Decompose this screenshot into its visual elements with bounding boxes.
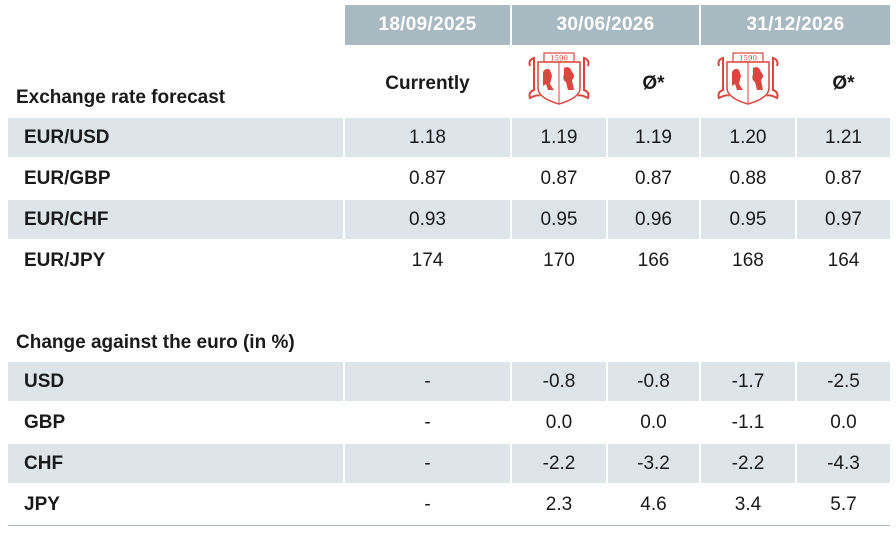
- change-row-value: -0.8: [608, 362, 699, 401]
- forecast-row-value: 0.87: [540, 167, 578, 189]
- forecast-row-value: 0.93: [345, 200, 510, 239]
- subheader-avg-end: Ø*: [832, 73, 855, 94]
- forecast-row-value: 0.97: [797, 200, 890, 239]
- header-date-mid: 30/06/2026: [512, 5, 699, 45]
- change-row-value: -1.1: [731, 411, 765, 433]
- subheader-currently: Currently: [385, 73, 470, 94]
- forecast-row-value: 174: [411, 249, 444, 271]
- change-row-value: -2.5: [797, 362, 890, 401]
- forecast-row-value: 0.87: [635, 167, 672, 189]
- change-row-value: 5.7: [830, 493, 857, 515]
- forecast-row-value: 1.19: [512, 118, 606, 157]
- logo-year: 1590: [550, 55, 568, 63]
- change-row-value: -2.2: [701, 444, 795, 483]
- change-row-value: -: [345, 362, 510, 401]
- forecast-row-value: 1.20: [701, 118, 795, 157]
- change-row-label: JPY: [24, 493, 60, 515]
- forecast-title: Exchange rate forecast: [16, 87, 226, 108]
- change-row-value: -2.2: [512, 444, 606, 483]
- table-bottom-rule: [8, 525, 890, 526]
- forecast-row-value: 1.18: [345, 118, 510, 157]
- change-row-value: 0.0: [830, 411, 857, 433]
- logo-year: 1590: [739, 55, 757, 63]
- change-row-value: -: [345, 444, 510, 483]
- forecast-row-label: EUR/CHF: [8, 200, 343, 239]
- change-row-value: -: [424, 411, 431, 433]
- change-row-label: CHF: [8, 444, 343, 483]
- forecast-row-value: 1.19: [608, 118, 699, 157]
- forecast-row-value: 0.87: [409, 167, 446, 189]
- forecast-row-value: 166: [637, 249, 670, 271]
- forecast-row-value: 0.95: [512, 200, 606, 239]
- change-title: Change against the euro (in %): [16, 332, 295, 353]
- change-row-value: 0.0: [545, 411, 573, 433]
- change-row-value: -3.2: [608, 444, 699, 483]
- header-date-current: 18/09/2025: [345, 5, 510, 45]
- forecast-row-value: 0.96: [608, 200, 699, 239]
- change-row-label: GBP: [24, 411, 66, 433]
- header-date-end: 31/12/2026: [701, 5, 890, 45]
- forecast-row-value: 0.95: [701, 200, 795, 239]
- change-row-value: 3.4: [734, 493, 762, 515]
- forecast-row-value: 0.87: [825, 167, 862, 189]
- change-row-value: -: [424, 493, 431, 515]
- subheader-avg-mid: Ø*: [642, 73, 665, 94]
- forecast-row-label: EUR/JPY: [24, 249, 106, 271]
- bank-logo-mid: 1590: [526, 50, 592, 111]
- bank-logo-end: 1590: [715, 50, 781, 111]
- forecast-row-value: 170: [543, 249, 575, 271]
- forecast-row-label: EUR/GBP: [24, 167, 111, 189]
- forecast-row-label: EUR/USD: [8, 118, 343, 157]
- forecast-row-value: 0.88: [729, 167, 767, 189]
- change-row-value: -4.3: [797, 444, 890, 483]
- change-row-value: 0.0: [640, 411, 667, 433]
- forecast-row-value: 164: [827, 249, 860, 271]
- change-row-value: -1.7: [701, 362, 795, 401]
- change-row-value: 2.3: [545, 493, 573, 515]
- forecast-row-value: 168: [732, 249, 764, 271]
- change-row-value: -0.8: [512, 362, 606, 401]
- change-row-label: USD: [8, 362, 343, 401]
- forecast-row-value: 1.21: [797, 118, 890, 157]
- change-row-value: 4.6: [640, 493, 667, 515]
